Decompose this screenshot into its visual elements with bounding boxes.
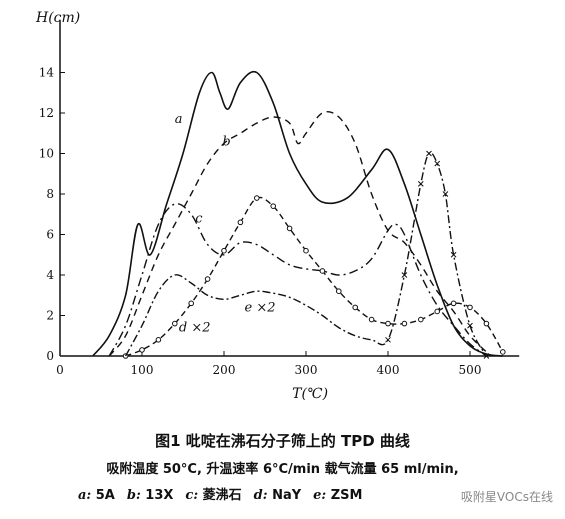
series-point-e [450,251,457,258]
series-point-d [270,203,277,209]
series-annotation: d ×2 [179,321,211,336]
y-tick-label: 6 [46,228,54,242]
x-tick-label: 200 [213,363,236,377]
legend-item: d: NaY [254,488,301,503]
x-tick-label: 0 [56,363,64,377]
x-tick-label: 400 [377,363,400,377]
series-point-d [139,347,145,353]
x-tick-label: 500 [459,363,482,377]
series-point-d [253,195,260,201]
chart-series [92,70,506,359]
series-point-d [434,308,441,315]
legend-item: b: 13X [127,488,174,503]
series-line-b [108,111,487,357]
series-point-d [368,316,375,323]
series-point-d [467,304,473,311]
legend-item: a: 5A [78,488,115,503]
series-point-d [286,225,293,232]
legend-value: 菱沸石 [198,488,242,503]
y-tick-label: 8 [46,187,54,201]
x-tick-label: 100 [131,363,154,377]
series-point-d [336,288,342,295]
legend-key: d: [253,488,268,503]
y-tick-label: 14 [39,66,55,80]
series-annotation: e ×2 [245,300,276,315]
series-annotation: a [175,112,183,127]
series-point-e [401,272,408,278]
series-annotation: b [222,134,230,149]
legend-value: 13X [140,488,174,503]
series-point-d [483,320,490,327]
series-line-a [92,70,503,357]
series-point-d [155,337,162,343]
series-point-d [500,349,506,355]
legend-item: e: ZSM [313,488,362,503]
series-point-e [417,181,424,187]
series-point-d [204,276,211,282]
legend-value: NaY [267,488,302,503]
y-tick-label: 10 [39,147,54,161]
series-point-d [237,219,244,226]
figure-caption-legend: a: 5A b: 13X c: 菱沸石 d: NaY e: ZSM [78,484,558,503]
series-point-d [319,268,326,274]
legend-item: c: 菱沸石 [185,488,241,503]
tpd-chart: 0 100 200 300 400 500 0 2 4 6 8 10 12 14 H(cm) T(℃) a b c… [35,10,520,400]
watermark: 吸附星VOCs在线 [460,490,553,504]
y-tick-label: 2 [46,309,54,323]
y-tick-label: 0 [46,349,54,363]
chart-axes: 0 100 200 300 400 500 0 2 4 6 8 10 12 14 H(cm) T(℃) [35,10,520,400]
legend-key: b: [126,488,141,503]
y-tick-label: 12 [39,106,54,120]
series-point-d [172,320,178,327]
series-point-d [188,300,194,307]
series-point-e [442,191,449,197]
legend-value: 5A [91,488,115,503]
legend-key: e: [313,488,327,503]
series-point-d [418,316,424,323]
x-tick-label: 300 [295,363,318,377]
chart-annotations: a b c e ×2 d ×2 [175,112,276,336]
series-point-e [434,160,441,167]
series-point-d [352,304,359,311]
legend-key: c: [185,488,199,503]
legend-value: ZSM [326,488,363,503]
series-point-d [385,320,391,327]
series-point-d [303,247,309,254]
series-point-e [385,336,391,343]
series-point-d [450,300,457,307]
y-axis-title: H(cm) [35,10,80,26]
series-point-e [426,150,432,157]
figure-caption-conditions: 吸附温度 50°C, 升温速率 6°C/min 载气流量 65 ml/min, [106,462,459,477]
figure-caption-title: 图1 吡啶在沸石分子筛上的 TPD 曲线 [155,432,410,450]
series-line-e [124,151,488,357]
series-point-d [221,247,227,254]
series-point-e [483,353,490,359]
y-tick-label: 4 [46,268,54,282]
series-line-c [108,203,487,357]
x-axis-title: T(℃) [292,386,328,400]
series-annotation: c [195,211,203,226]
legend-key: a: [78,488,92,503]
series-point-d [401,320,408,327]
series-point-e [467,322,473,329]
